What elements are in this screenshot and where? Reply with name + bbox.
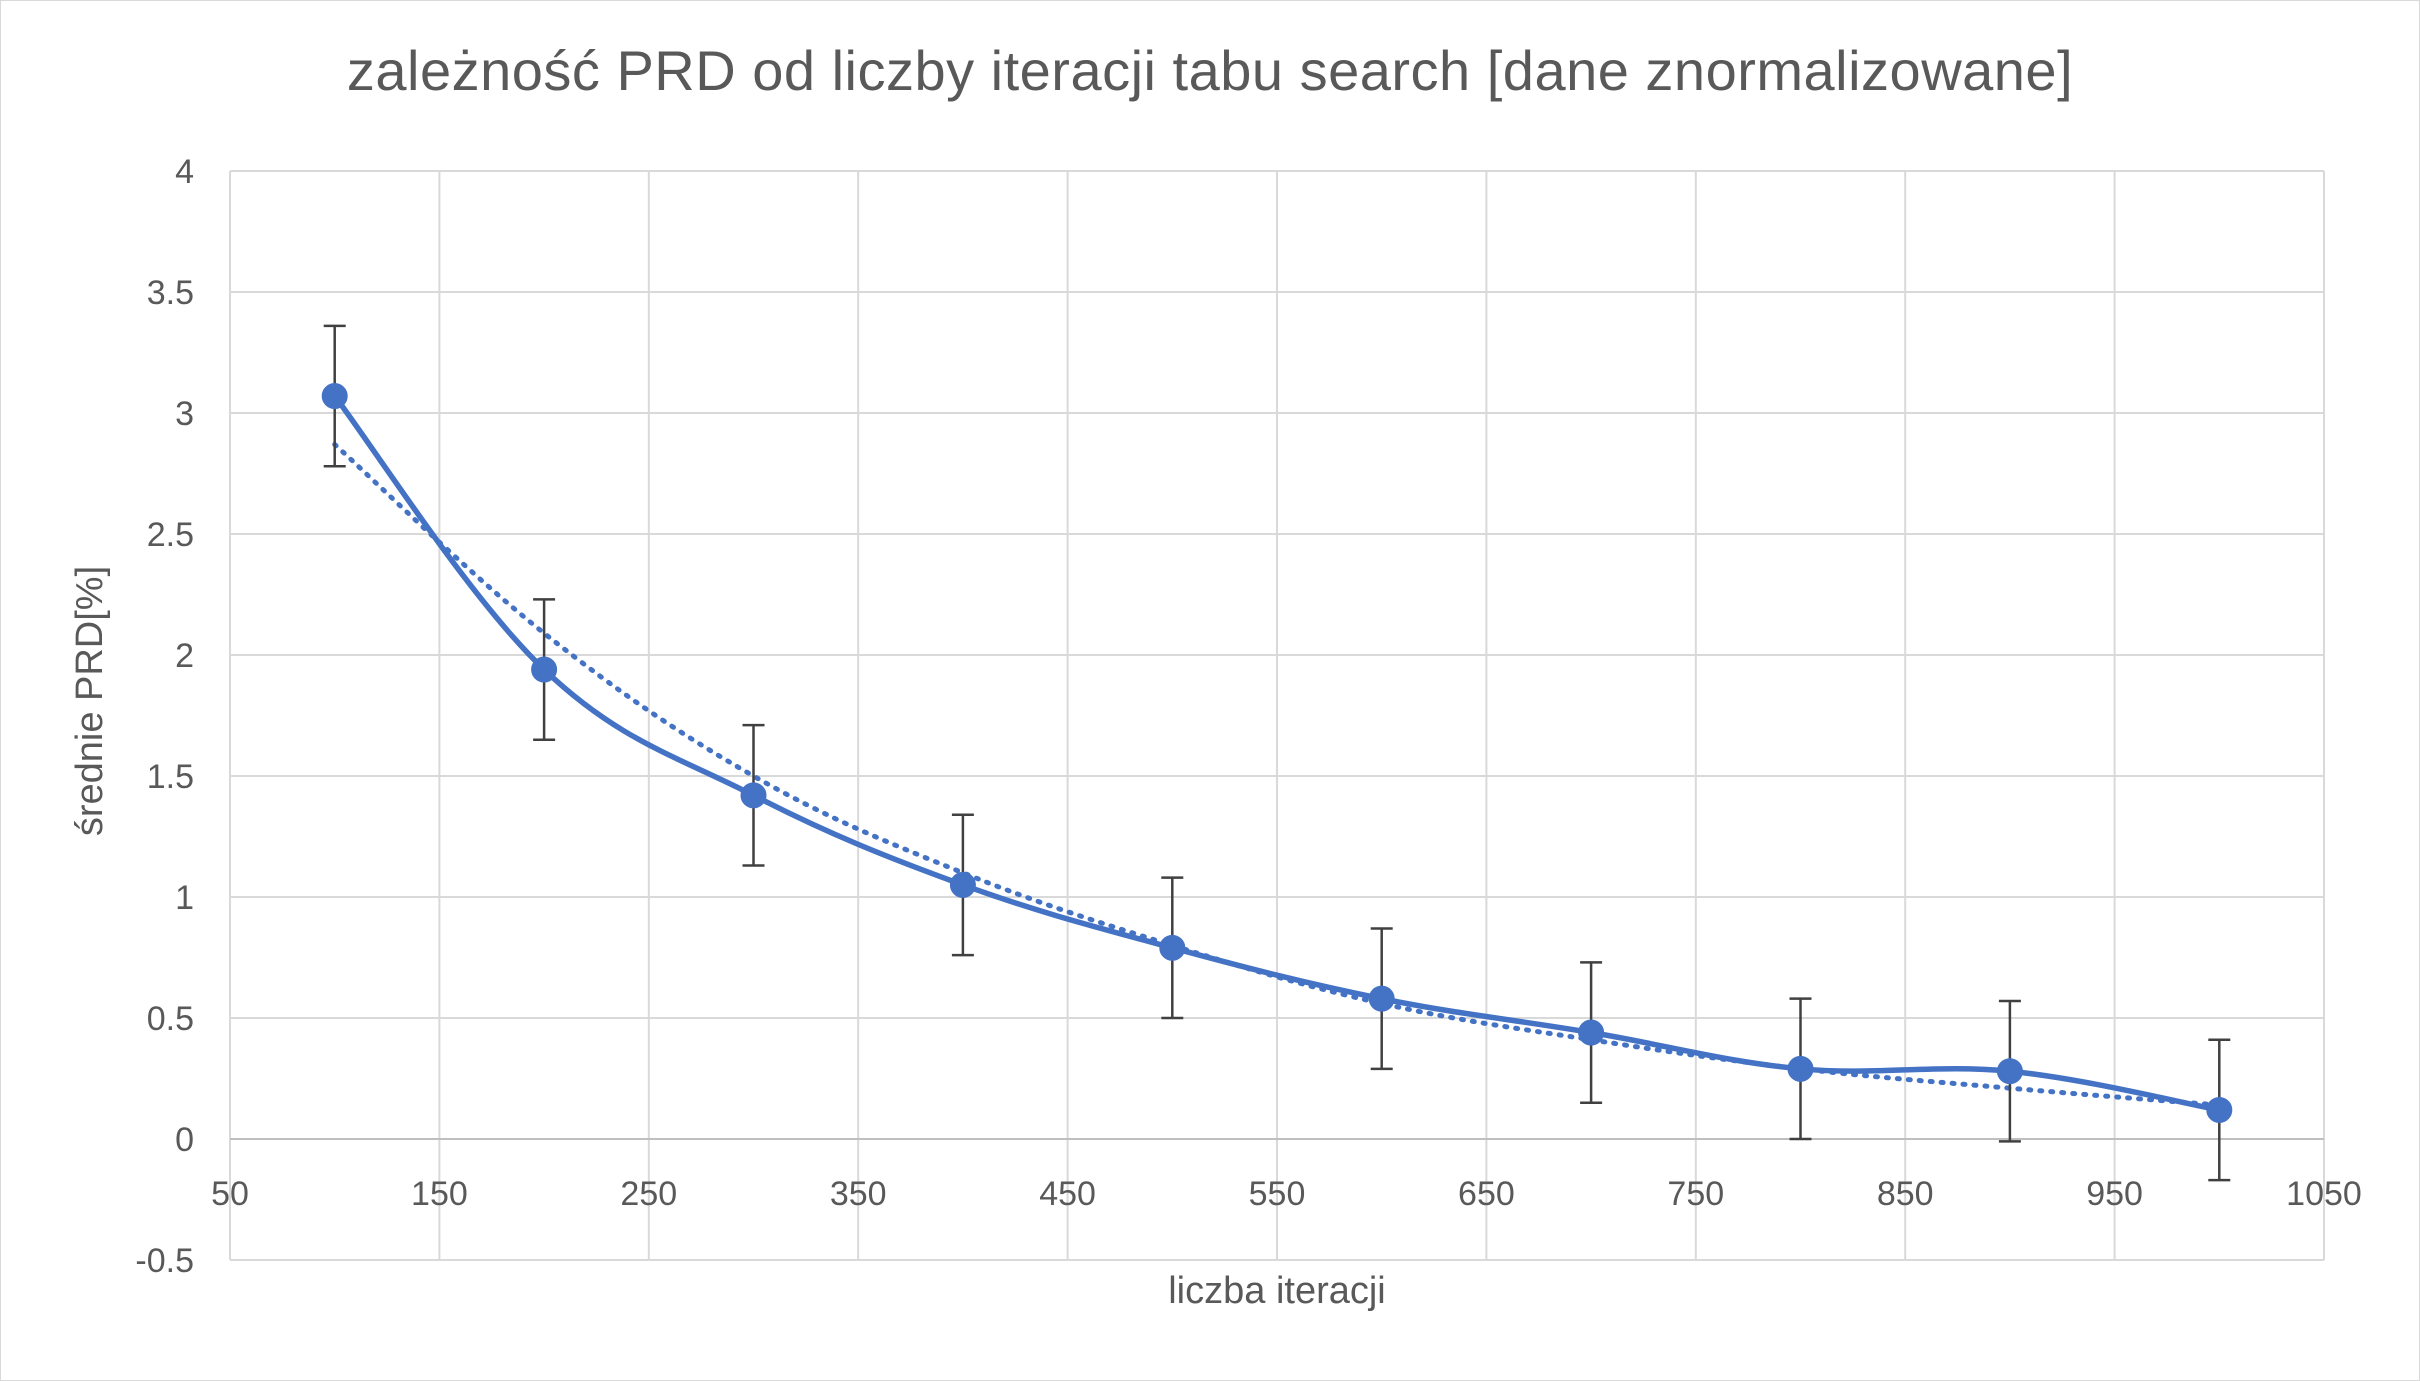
data-point xyxy=(740,782,767,809)
data-point xyxy=(1996,1058,2023,1085)
x-tick-label: 650 xyxy=(1458,1175,1515,1213)
x-tick-label: 750 xyxy=(1667,1175,1724,1213)
x-tick-label: 350 xyxy=(830,1175,887,1213)
data-point xyxy=(2206,1096,2233,1123)
y-tick-label: 3.5 xyxy=(147,274,194,312)
y-tick-label: 0.5 xyxy=(147,1000,194,1038)
series-line xyxy=(331,393,2223,1113)
data-point xyxy=(531,656,558,683)
data-point xyxy=(321,383,348,410)
y-tick-label: 0 xyxy=(175,1121,194,1159)
x-tick-label: 1050 xyxy=(2286,1175,2362,1213)
y-tick-label: 2.5 xyxy=(147,516,194,554)
x-tick-label: 950 xyxy=(2086,1175,2143,1213)
y-tick-label: 2 xyxy=(175,637,194,675)
y-tick-label: 1.5 xyxy=(147,758,194,796)
x-tick-label: 550 xyxy=(1249,1175,1306,1213)
data-point xyxy=(1578,1019,1605,1046)
data-point xyxy=(1159,934,1186,961)
y-tick-label: 1 xyxy=(175,879,194,917)
y-tick-label: 4 xyxy=(175,153,194,191)
y-tick-label: -0.5 xyxy=(135,1242,194,1280)
chart-title: zależność PRD od liczby iteracji tabu se… xyxy=(346,39,2074,102)
x-tick-label: 850 xyxy=(1877,1175,1934,1213)
y-axis-label: średnie PRD[%] xyxy=(69,565,111,837)
data-point xyxy=(949,871,976,898)
data-point xyxy=(1368,985,1395,1012)
x-tick-label: 50 xyxy=(211,1175,249,1213)
x-tick-label: 450 xyxy=(1039,1175,1096,1213)
x-tick-label: 250 xyxy=(620,1175,677,1213)
x-axis-label: liczba iteracji xyxy=(1168,1270,1386,1312)
data-point xyxy=(1787,1055,1814,1082)
y-tick-label: 3 xyxy=(175,395,194,433)
x-tick-label: 150 xyxy=(411,1175,468,1213)
